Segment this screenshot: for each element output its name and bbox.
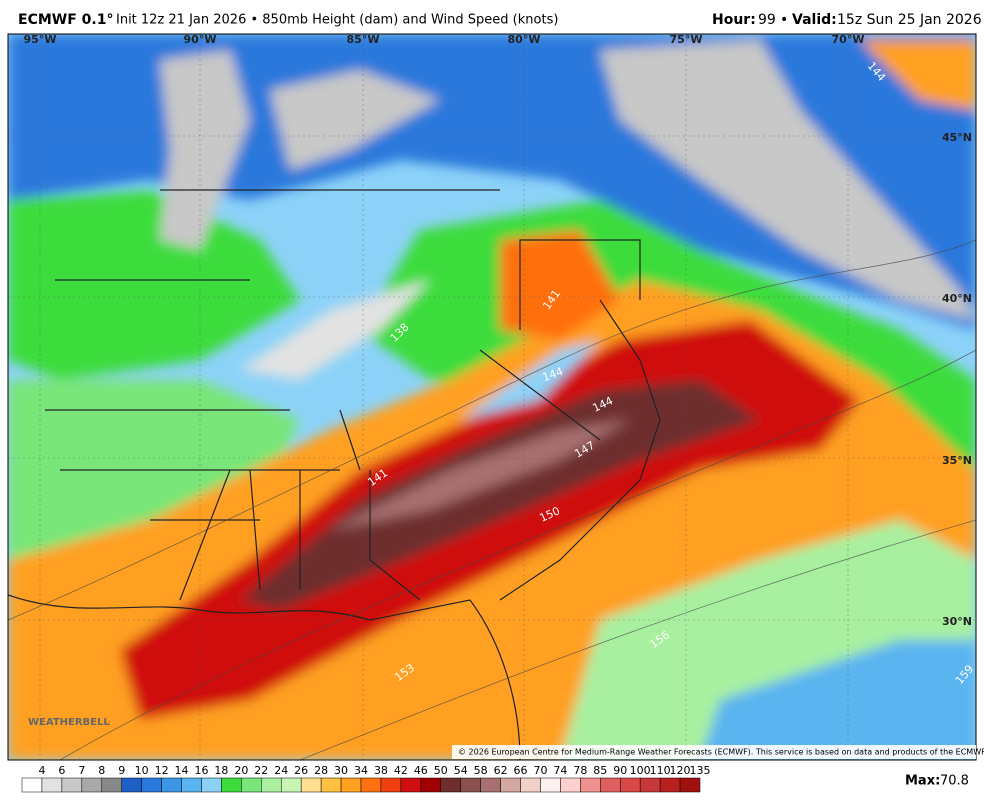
lon-label: 80°W [508,33,541,46]
colorbar-swatch [560,777,581,793]
colorbar-label: 9 [118,764,125,777]
colorbar-label: 78 [573,764,587,777]
lon-label: 70°W [832,33,865,46]
colorbar-label: 24 [274,764,288,777]
colorbar-swatch [500,777,521,793]
colorbar-swatch [121,777,142,793]
colorbar-swatch [221,777,242,793]
sep: • [780,12,788,28]
colorbar-label: 70 [533,764,547,777]
colorbar-label: 8 [98,764,105,777]
colorbar-swatch [440,777,461,793]
colorbar-label: 54 [454,764,468,777]
colorbar-swatch [460,777,481,793]
lon-label: 95°W [24,33,57,46]
colorbar-label: 38 [374,764,388,777]
init: Init 12z 21 Jan 2026 • 850mb Height (dam… [116,13,558,28]
colorbar-label: 85 [593,764,607,777]
colorbar-swatch [400,777,422,793]
lon-label: 90°W [184,33,217,46]
colorbar-swatch [320,777,342,793]
colorbar-swatch [580,777,601,793]
colorbar-label: 26 [294,764,308,777]
colorbar-label: 16 [194,764,208,777]
colorbar-label: 28 [314,764,328,777]
colorbar-swatch [360,777,382,793]
colorbar-swatch [241,777,262,793]
valid: 15z Sun 25 Jan 2026 [837,12,982,28]
colorbar-label: 46 [414,764,428,777]
colorbar-swatch [420,777,442,793]
colorbar-swatch [261,777,282,793]
colorbar-label: 135 [690,764,711,777]
colorbar-swatch [41,777,63,793]
lat-label: 35°N [942,454,972,467]
max-value: 70.8 [940,774,969,789]
colorbar-label: 4 [38,764,45,777]
colorbar-label: 50 [434,764,448,777]
colorbar-swatch [540,777,561,793]
colorbar-swatch [380,777,402,793]
lat-label: 45°N [942,131,972,144]
colorbar-label: 14 [175,764,189,777]
colorbar-label: 120 [670,764,691,777]
colorbar-label: 74 [553,764,567,777]
colorbar-swatch [280,777,302,793]
colorbar-swatch [61,777,83,793]
hour: 99 [758,12,776,28]
colorbar-swatch [600,777,621,793]
map-frame [7,33,977,761]
colorbar-label: 10 [135,764,149,777]
colorbar-swatch [161,777,182,793]
model: ECMWF 0.1° [18,12,113,28]
colorbar-label: 7 [78,764,85,777]
map [8,34,976,760]
valid-label: Valid: [792,12,837,28]
colorbar-label: 6 [58,764,65,777]
logo: WEATHERBELL [28,717,110,728]
colorbar-label: 58 [474,764,488,777]
colorbar-swatch [81,777,103,793]
copyright: © 2026 European Centre for Medium-Range … [458,748,984,757]
colorbar-label: 110 [650,764,671,777]
colorbar-swatch [201,777,222,793]
colorbar-label: 18 [214,764,228,777]
colorbar-label: 22 [254,764,268,777]
colorbar-swatch [141,777,162,793]
colorbar-swatch [659,777,681,793]
lon-label: 85°W [347,33,380,46]
lon-label: 75°W [670,33,703,46]
colorbar-swatch [21,777,43,793]
colorbar-label: 20 [234,764,248,777]
max-label: Max: [905,774,940,789]
colorbar-swatch [639,777,661,793]
colorbar-label: 30 [334,764,348,777]
colorbar-label: 34 [354,764,368,777]
colorbar-label: 42 [394,764,408,777]
lat-label: 30°N [942,615,972,628]
colorbar-swatch [480,777,501,793]
colorbar-label: 66 [514,764,528,777]
colorbar-swatch [300,777,322,793]
colorbar-swatch [520,777,541,793]
colorbar-label: 12 [155,764,169,777]
colorbar-label: 90 [613,764,627,777]
colorbar-label: 62 [494,764,508,777]
hour-label: Hour: [712,12,756,28]
colorbar-swatch [619,777,641,793]
colorbar-swatch [340,777,362,793]
lat-label: 40°N [942,292,972,305]
colorbar-swatch [181,777,202,793]
colorbar-swatch [101,777,122,793]
copyright-bg [452,745,976,759]
colorbar-label: 100 [630,764,651,777]
colorbar-swatch [679,777,701,793]
